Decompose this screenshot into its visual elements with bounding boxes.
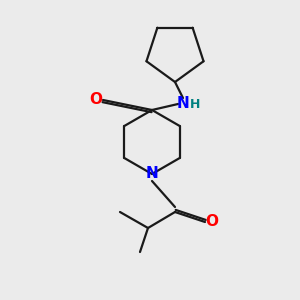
Text: H: H	[190, 98, 200, 110]
Text: O: O	[206, 214, 218, 230]
Text: N: N	[177, 97, 189, 112]
Text: N: N	[146, 167, 158, 182]
Text: O: O	[89, 92, 103, 107]
